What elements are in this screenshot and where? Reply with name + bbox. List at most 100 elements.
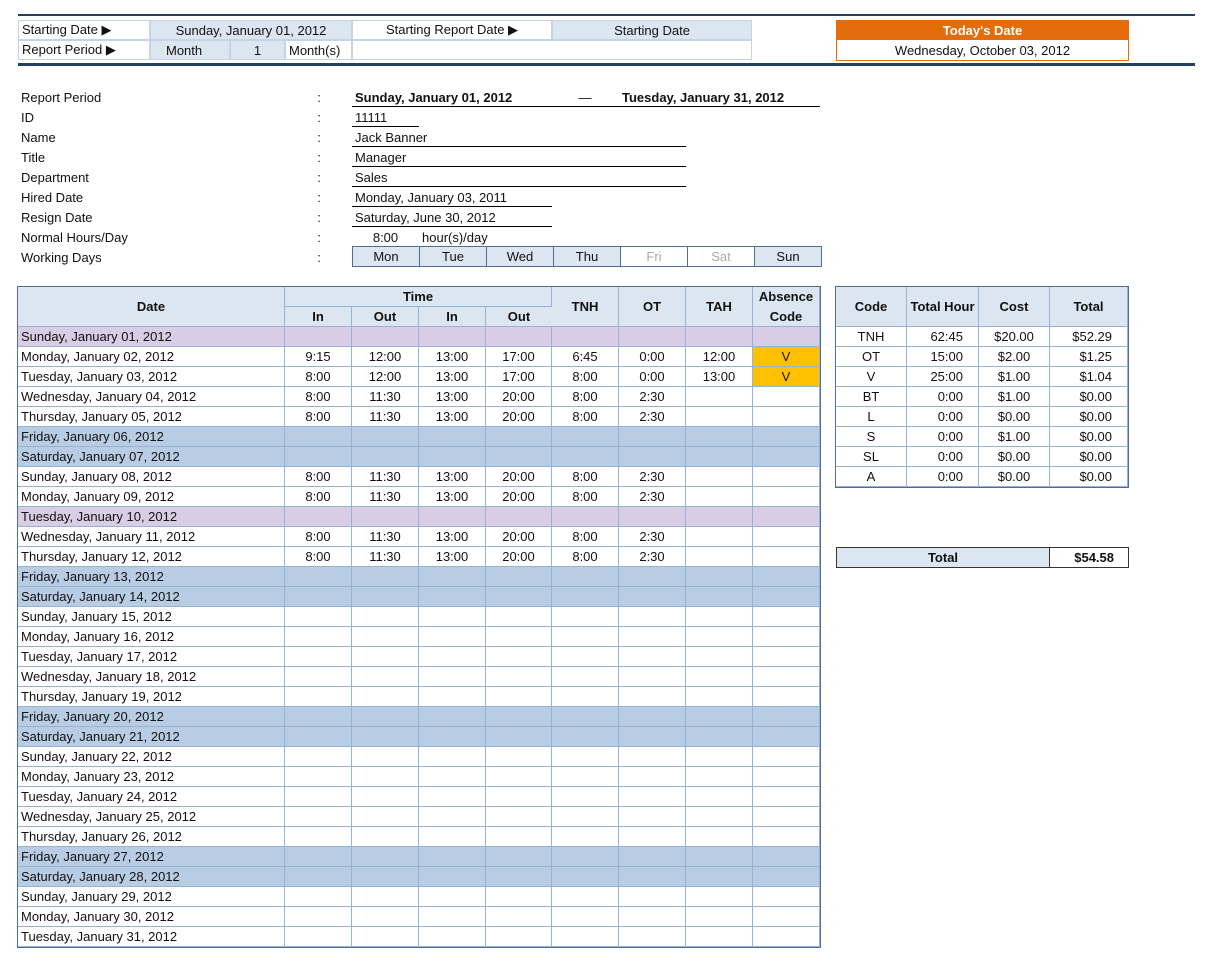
time-cell: 20:00 xyxy=(486,387,552,407)
time-cell: 11:30 xyxy=(352,547,419,567)
colon: : xyxy=(317,109,321,125)
time-cell xyxy=(285,507,352,527)
time-cell: 20:00 xyxy=(486,467,552,487)
time-cell xyxy=(686,607,753,627)
time-cell xyxy=(619,447,686,467)
time-cell xyxy=(352,847,419,867)
time-cell xyxy=(619,587,686,607)
column-header: Time xyxy=(285,287,552,307)
underline xyxy=(352,206,552,207)
underline xyxy=(352,226,552,227)
summary-cell: $1.25 xyxy=(1050,347,1128,367)
total-value: $54.58 xyxy=(1050,547,1129,568)
time-cell: 2:30 xyxy=(619,527,686,547)
time-cell xyxy=(753,407,820,427)
date-cell: Friday, January 13, 2012 xyxy=(18,567,285,587)
time-cell xyxy=(486,907,552,927)
time-cell xyxy=(486,567,552,587)
summary-cell: OT xyxy=(836,347,907,367)
date-cell: Friday, January 20, 2012 xyxy=(18,707,285,727)
time-cell xyxy=(419,827,486,847)
time-cell xyxy=(352,747,419,767)
working-day: Sun xyxy=(754,246,822,267)
time-cell xyxy=(686,727,753,747)
time-cell xyxy=(352,667,419,687)
underline xyxy=(352,126,419,127)
summary-cell: SL xyxy=(836,447,907,467)
time-cell: 11:30 xyxy=(352,487,419,507)
time-cell xyxy=(486,607,552,627)
time-cell xyxy=(552,867,619,887)
label: Starting Report Date ▶ xyxy=(352,20,552,40)
summary-cell: 0:00 xyxy=(907,467,979,487)
time-cell: 12:00 xyxy=(352,367,419,387)
time-cell xyxy=(285,747,352,767)
time-cell xyxy=(486,887,552,907)
time-cell: 13:00 xyxy=(419,367,486,387)
time-cell: 11:30 xyxy=(352,407,419,427)
label: Report Period ▶ xyxy=(18,40,150,60)
field-label: ID xyxy=(21,109,34,125)
colon: : xyxy=(317,129,321,145)
time-cell xyxy=(552,787,619,807)
time-cell xyxy=(753,547,820,567)
time-cell xyxy=(619,927,686,947)
date-cell: Thursday, January 05, 2012 xyxy=(18,407,285,427)
working-day: Fri xyxy=(620,246,688,267)
summary-cell: 0:00 xyxy=(907,407,979,427)
date-cell: Saturday, January 28, 2012 xyxy=(18,867,285,887)
time-cell xyxy=(486,747,552,767)
colon: : xyxy=(317,209,321,225)
time-cell: 8:00 xyxy=(285,407,352,427)
time-cell: 8:00 xyxy=(552,467,619,487)
date-cell: Wednesday, January 04, 2012 xyxy=(18,387,285,407)
time-cell xyxy=(486,587,552,607)
blank xyxy=(352,40,752,60)
colon: : xyxy=(317,169,321,185)
time-cell: 2:30 xyxy=(619,407,686,427)
time-cell xyxy=(686,827,753,847)
time-cell xyxy=(352,907,419,927)
underline xyxy=(352,186,686,187)
summary-cell: $52.29 xyxy=(1050,327,1128,347)
colon: : xyxy=(317,149,321,165)
time-cell xyxy=(619,327,686,347)
time-cell xyxy=(552,907,619,927)
date-cell: Sunday, January 15, 2012 xyxy=(18,607,285,627)
time-cell xyxy=(686,847,753,867)
time-cell xyxy=(686,867,753,887)
time-cell xyxy=(619,787,686,807)
date-cell: Saturday, January 07, 2012 xyxy=(18,447,285,467)
time-cell xyxy=(352,927,419,947)
summary-cell: 15:00 xyxy=(907,347,979,367)
time-cell xyxy=(285,867,352,887)
time-cell xyxy=(753,727,820,747)
time-cell xyxy=(486,647,552,667)
time-cell xyxy=(686,447,753,467)
time-cell xyxy=(552,327,619,347)
time-cell xyxy=(486,767,552,787)
time-cell: 20:00 xyxy=(486,527,552,547)
summary-cell: $0.00 xyxy=(1050,427,1128,447)
time-cell xyxy=(352,767,419,787)
time-cell xyxy=(486,507,552,527)
date-cell: Monday, January 02, 2012 xyxy=(18,347,285,367)
working-day: Mon xyxy=(352,246,420,267)
time-cell: 13:00 xyxy=(419,387,486,407)
time-cell xyxy=(285,327,352,347)
time-cell xyxy=(419,587,486,607)
time-cell xyxy=(285,607,352,627)
summary-cell: $0.00 xyxy=(979,407,1050,427)
time-cell xyxy=(619,567,686,587)
date-cell: Sunday, January 01, 2012 xyxy=(18,327,285,347)
time-cell xyxy=(753,427,820,447)
summary-cell: $0.00 xyxy=(1050,467,1128,487)
value: Month xyxy=(150,40,230,60)
field-value: Manager xyxy=(355,149,407,165)
date-cell: Monday, January 23, 2012 xyxy=(18,767,285,787)
time-cell xyxy=(552,447,619,467)
time-cell xyxy=(419,607,486,627)
time-cell xyxy=(419,767,486,787)
field-value: Tuesday, January 31, 2012 xyxy=(622,89,785,105)
time-cell xyxy=(552,667,619,687)
